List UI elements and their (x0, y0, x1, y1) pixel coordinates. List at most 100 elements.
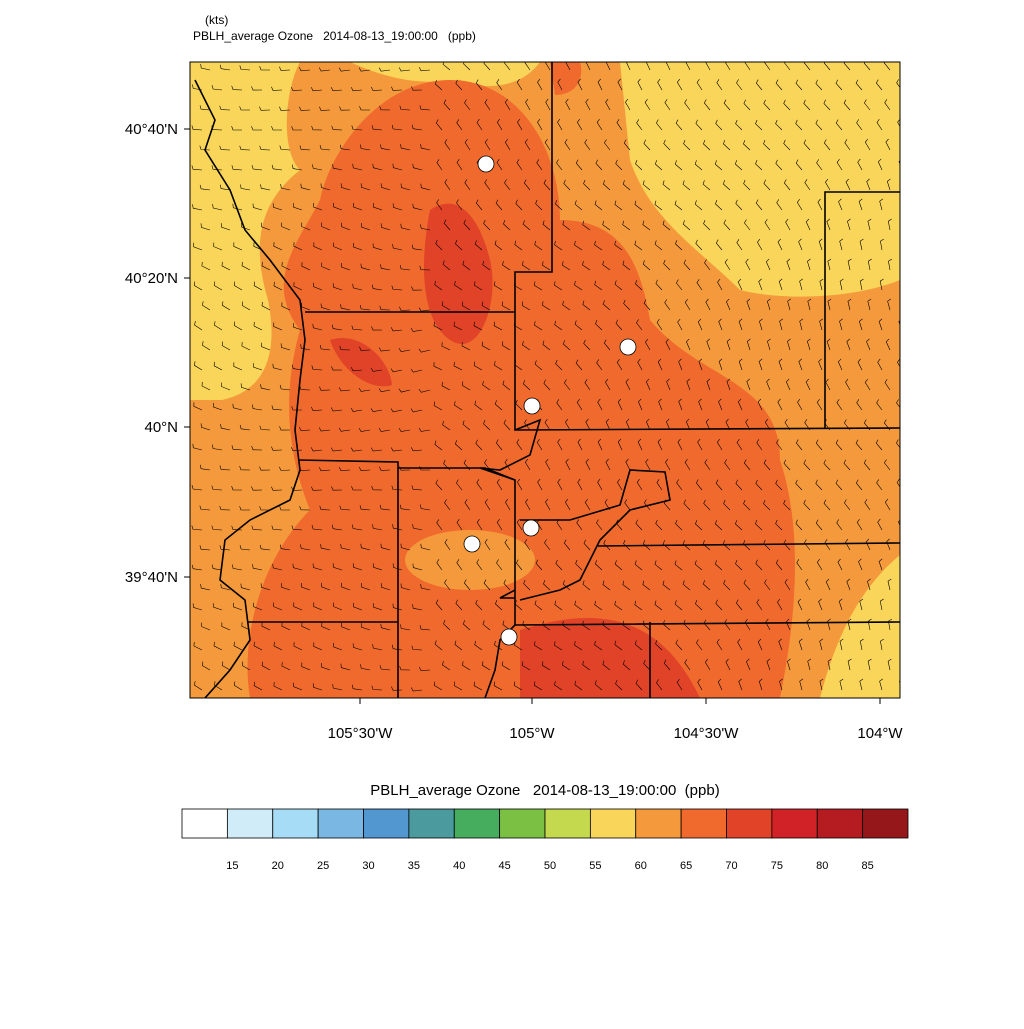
wind-barb (399, 665, 411, 671)
wind-barb (398, 427, 411, 432)
wind-barb (554, 240, 563, 251)
wind-barb (597, 478, 603, 491)
wind-barb (261, 661, 271, 671)
wind-barb (878, 318, 883, 331)
wind-barb (299, 145, 311, 151)
wind-barb (798, 358, 803, 371)
wind-barb (775, 559, 783, 571)
wind-barb (279, 384, 291, 391)
wind-barb (252, 564, 263, 571)
wind-barb (253, 363, 263, 371)
wind-barb (855, 79, 863, 91)
wind-barb (582, 300, 591, 311)
wind-barb (436, 199, 443, 211)
wind-barb (442, 420, 451, 431)
colorbar-box (635, 808, 682, 839)
wind-barb (544, 419, 551, 431)
wind-barb (695, 119, 703, 131)
wind-barb (319, 145, 331, 151)
wind-barb (351, 367, 363, 372)
wind-barb (582, 220, 591, 231)
wind-barb (654, 200, 663, 211)
wind-barb (338, 387, 351, 392)
wind-barb (516, 79, 523, 91)
wind-barb (723, 219, 731, 231)
wind-barb (716, 438, 723, 451)
wind-barb (574, 320, 583, 331)
wind-barb (697, 678, 703, 691)
wind-barb (724, 459, 731, 471)
wind-barb (847, 658, 852, 671)
wind-barb (756, 599, 763, 611)
wind-barb (898, 320, 900, 326)
wind-barb (399, 306, 411, 311)
wind-barb (767, 338, 771, 351)
wind-barb (554, 600, 563, 611)
wind-barb (239, 106, 250, 111)
wind-barb (241, 622, 251, 631)
wind-barb (331, 125, 343, 131)
wind-barb (678, 358, 683, 371)
wind-barb (726, 378, 731, 391)
wind-barb (213, 242, 223, 251)
wind-barb (301, 222, 311, 231)
wind-barb (211, 525, 223, 531)
county-boundary (824, 191, 900, 428)
wind-barb (241, 261, 251, 271)
wind-barb (253, 281, 263, 291)
wind-barb (412, 203, 423, 211)
wind-barb (785, 218, 791, 231)
colorbar-label: 20 (272, 860, 284, 872)
wind-barb (863, 62, 871, 71)
wind-barb (233, 641, 243, 651)
wind-barb (545, 98, 551, 111)
wind-barb (815, 439, 823, 451)
wind-barb (867, 578, 871, 591)
wind-barb (299, 106, 311, 111)
wind-barb (615, 679, 623, 691)
colorbar-label: 80 (816, 860, 828, 872)
wind-barb (684, 299, 691, 311)
wind-barb (614, 640, 623, 651)
wind-barb (400, 624, 411, 631)
wind-barb (716, 639, 723, 651)
wind-barb (819, 318, 824, 331)
wind-barb (340, 183, 351, 191)
wind-barb (554, 320, 563, 331)
wind-barb (796, 559, 803, 571)
wind-barb (456, 479, 463, 491)
wind-barb (211, 85, 223, 91)
wind-barb (311, 365, 323, 371)
wind-barb (542, 220, 551, 231)
wind-barb (899, 680, 900, 685)
wind-barb (885, 338, 891, 351)
wind-barb (901, 239, 905, 250)
wind-barb (231, 165, 243, 171)
wind-barb (674, 200, 683, 211)
wind-barb (664, 99, 671, 111)
wind-barb (360, 623, 371, 631)
wind-barb (662, 540, 671, 551)
wind-barb (645, 338, 651, 351)
wind-barb (321, 222, 331, 231)
wind-barb (213, 641, 223, 651)
wind-barb (476, 479, 483, 491)
wind-barb (757, 238, 763, 251)
wind-barb (193, 641, 203, 651)
wind-barb (735, 559, 743, 571)
wind-barb (737, 278, 743, 291)
wind-barb (311, 406, 323, 411)
wind-barb (352, 163, 363, 171)
wind-barb (390, 368, 403, 373)
wind-barb (398, 67, 411, 72)
wind-barb (909, 619, 913, 630)
wind-barb (359, 505, 371, 511)
wind-barb (462, 661, 471, 671)
wind-barb (775, 159, 783, 171)
wind-barb (642, 260, 651, 271)
wind-barb (253, 602, 263, 611)
wind-barb (220, 223, 231, 231)
wind-barb (211, 485, 223, 491)
wind-barb (844, 499, 851, 511)
wind-barb (654, 560, 663, 571)
